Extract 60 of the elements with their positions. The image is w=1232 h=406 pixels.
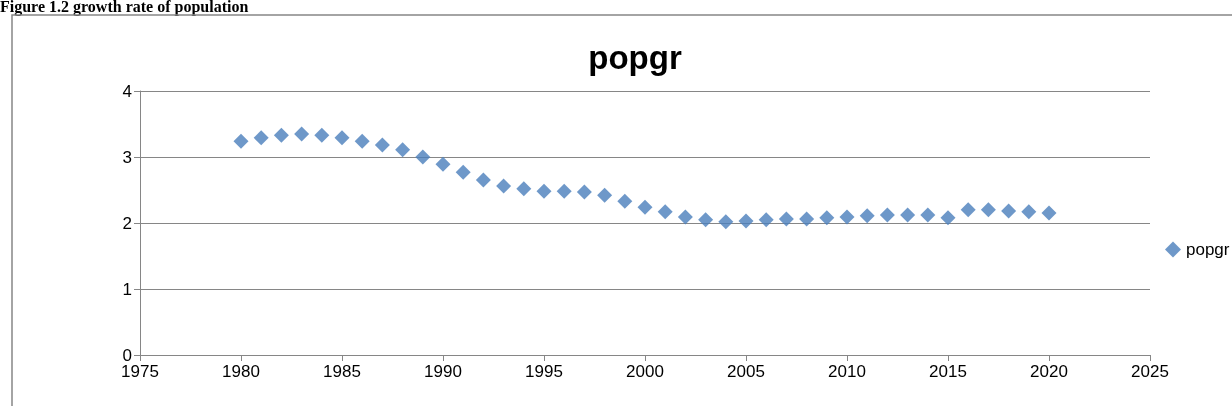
- point: [496, 178, 512, 194]
- point: [435, 156, 451, 172]
- point: [778, 211, 794, 227]
- point: [597, 187, 613, 203]
- point: [415, 149, 431, 165]
- point: [637, 199, 653, 215]
- point: [819, 210, 835, 226]
- y-tick-label: 1: [122, 279, 132, 299]
- point: [617, 193, 633, 209]
- x-tick-label: 1985: [323, 362, 361, 381]
- point: [536, 183, 552, 199]
- point: [556, 183, 572, 199]
- x-tick-label: 1980: [222, 362, 260, 381]
- point: [314, 127, 330, 143]
- x-tick-label: 1975: [121, 362, 159, 381]
- x-tick-label: 2020: [1030, 362, 1068, 381]
- point: [920, 207, 936, 223]
- point: [879, 207, 895, 223]
- point: [839, 209, 855, 225]
- point: [294, 126, 310, 142]
- y-tick-label: 3: [122, 147, 132, 167]
- point: [940, 210, 956, 226]
- x-tick-label: 1995: [525, 362, 563, 381]
- point: [718, 214, 734, 230]
- point: [900, 207, 916, 223]
- x-tick-label: 2000: [626, 362, 664, 381]
- y-tick-label: 4: [122, 81, 132, 101]
- legend-label: popgr: [1186, 240, 1230, 259]
- y-tick-label: 0: [122, 345, 132, 365]
- point: [738, 213, 754, 229]
- point: [799, 211, 815, 227]
- point: [859, 208, 875, 224]
- point: [1041, 205, 1057, 221]
- point: [576, 184, 592, 200]
- point: [698, 212, 714, 228]
- y-tick-label: 2: [122, 213, 132, 233]
- caption: Figure 1.2 growth rate of population: [0, 0, 249, 16]
- point: [455, 164, 471, 180]
- point: [758, 212, 774, 228]
- point: [253, 130, 269, 146]
- point: [334, 130, 350, 146]
- point: [1001, 203, 1017, 219]
- point: [233, 133, 249, 149]
- point: [960, 202, 976, 218]
- point: [1021, 204, 1037, 220]
- point: [516, 181, 532, 197]
- point: [980, 202, 996, 218]
- x-tick-label: 2015: [929, 362, 967, 381]
- x-tick-label: 2010: [828, 362, 866, 381]
- point: [374, 137, 390, 153]
- point: [395, 142, 411, 158]
- point: [475, 172, 491, 188]
- x-tick-label: 2005: [727, 362, 765, 381]
- x-tick-label: 2025: [1131, 362, 1169, 381]
- point: [677, 209, 693, 225]
- point: [657, 204, 673, 220]
- x-tick-label: 1990: [424, 362, 462, 381]
- chart-title: popgr: [588, 39, 682, 76]
- point: [354, 133, 370, 149]
- point: [273, 127, 289, 143]
